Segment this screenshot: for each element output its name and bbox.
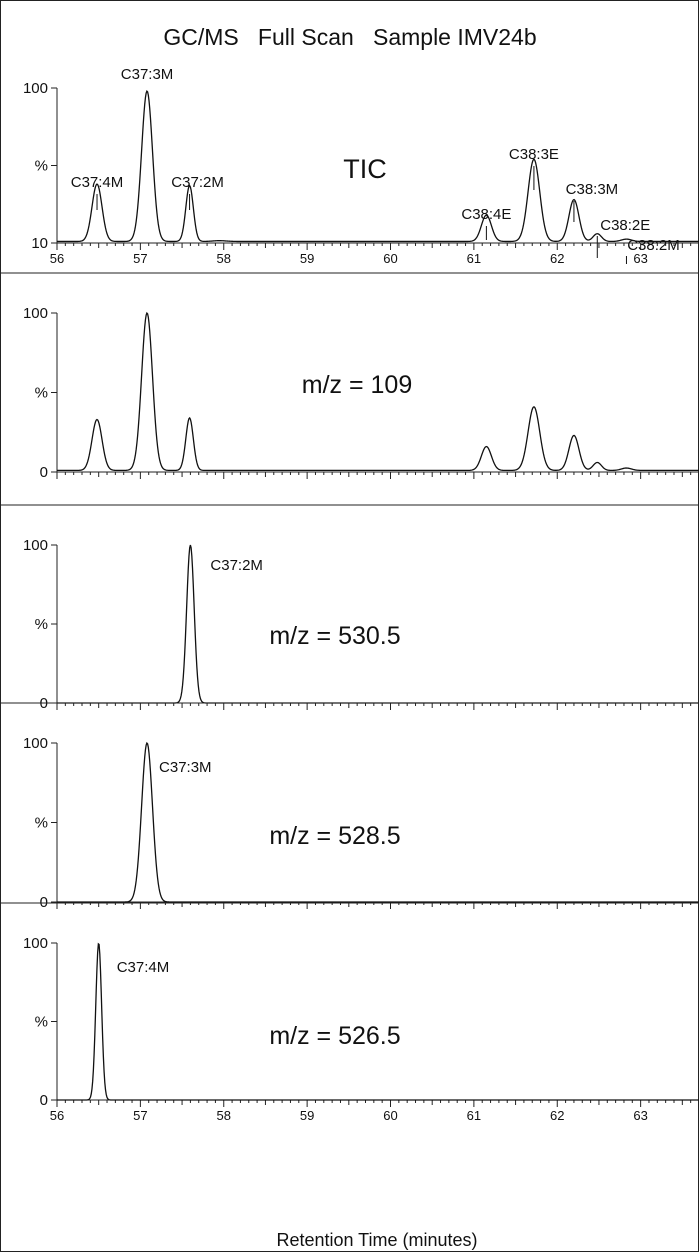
x-tick-label: 56 <box>50 251 64 266</box>
panel-2: 0% 100 m/z = 109 <box>0 272 699 481</box>
y-tick-label: 10 <box>31 235 48 252</box>
y-tick-label: % <box>35 158 48 175</box>
y-tick-label: 0 <box>40 1092 48 1109</box>
peak-label: C37:4M <box>117 959 170 976</box>
panel-5: 0% 100 56 57 58 59 60 61 62 63 m/z = 526.5 C37:4M <box>0 902 699 1123</box>
panel-label: TIC <box>343 154 387 184</box>
x-tick-label: 58 <box>217 251 231 266</box>
peak-label: C38:4E <box>461 206 511 223</box>
chromatogram-trace <box>57 90 699 243</box>
chromatogram-trace <box>57 942 699 1101</box>
y-tick-label: % <box>35 385 48 402</box>
y-tick-label: 100 <box>23 935 48 952</box>
y-tick-label: % <box>35 815 48 832</box>
peak-label: C37:3M <box>159 759 212 776</box>
y-tick-label: 0 <box>40 464 48 481</box>
y-tick-label: 100 <box>23 537 48 554</box>
x-tick-label: 60 <box>383 1108 397 1123</box>
panel-1: 10% 100 56 57 58 59 60 61 62 63 TIC C37:4M C37:3M C37… <box>23 66 699 266</box>
peak-label: C37:2M <box>210 557 263 574</box>
peak-label: C37:4M <box>71 174 124 191</box>
x-tick-label: 57 <box>133 251 147 266</box>
x-tick-label: 59 <box>300 251 314 266</box>
figure-title: GC/MS Full Scan Sample IMV24b <box>163 24 536 50</box>
y-tick-label: 100 <box>23 305 48 322</box>
peak-label: C37:2M <box>171 174 224 191</box>
chromatogram-trace <box>57 741 699 903</box>
panel-label: m/z = 526.5 <box>269 1022 400 1050</box>
x-tick-label: 62 <box>550 251 564 266</box>
x-tick-label: 61 <box>467 1108 481 1123</box>
x-tick-label: 58 <box>217 1108 231 1123</box>
peak-label: C38:2E <box>600 217 650 234</box>
x-tick-label: 60 <box>383 251 397 266</box>
x-axis-label: Retention Time (minutes) <box>276 1230 477 1250</box>
y-tick-label: 100 <box>23 80 48 97</box>
peak-label: C38:3M <box>566 181 619 198</box>
chromatogram-trace <box>57 311 699 472</box>
x-tick-label: 59 <box>300 1108 314 1123</box>
x-tick-label: 57 <box>133 1108 147 1123</box>
y-tick-label: 100 <box>23 735 48 752</box>
x-tick-label: 56 <box>50 1108 64 1123</box>
panel-label: m/z = 530.5 <box>269 622 400 650</box>
panels: 10% 100 56 57 58 59 60 61 62 63 TIC C37:4M C37:3M C37… <box>0 66 699 1123</box>
x-tick-label: 63 <box>633 251 647 266</box>
panel-label: m/z = 109 <box>302 371 412 399</box>
x-tick-label: 63 <box>633 1108 647 1123</box>
x-tick-label: 61 <box>467 251 481 266</box>
peak-label: C38:2M <box>627 237 680 254</box>
y-tick-label: % <box>35 1014 48 1031</box>
peak-label: C38:3E <box>509 146 559 163</box>
peak-label: C37:3M <box>121 66 174 83</box>
x-tick-label: 62 <box>550 1108 564 1123</box>
panel-label: m/z = 528.5 <box>269 822 400 850</box>
y-tick-label: % <box>35 616 48 633</box>
